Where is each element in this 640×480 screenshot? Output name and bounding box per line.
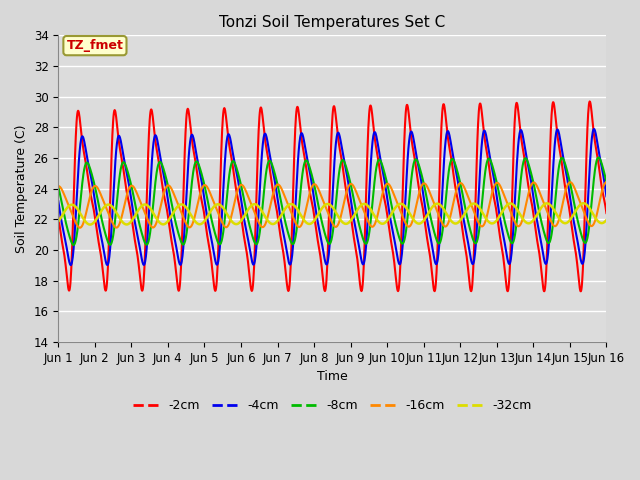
Title: Tonzi Soil Temperatures Set C: Tonzi Soil Temperatures Set C	[220, 15, 445, 30]
X-axis label: Time: Time	[317, 370, 348, 383]
Text: TZ_fmet: TZ_fmet	[67, 39, 124, 52]
Legend: -2cm, -4cm, -8cm, -16cm, -32cm: -2cm, -4cm, -8cm, -16cm, -32cm	[128, 394, 536, 417]
Y-axis label: Soil Temperature (C): Soil Temperature (C)	[15, 124, 28, 253]
